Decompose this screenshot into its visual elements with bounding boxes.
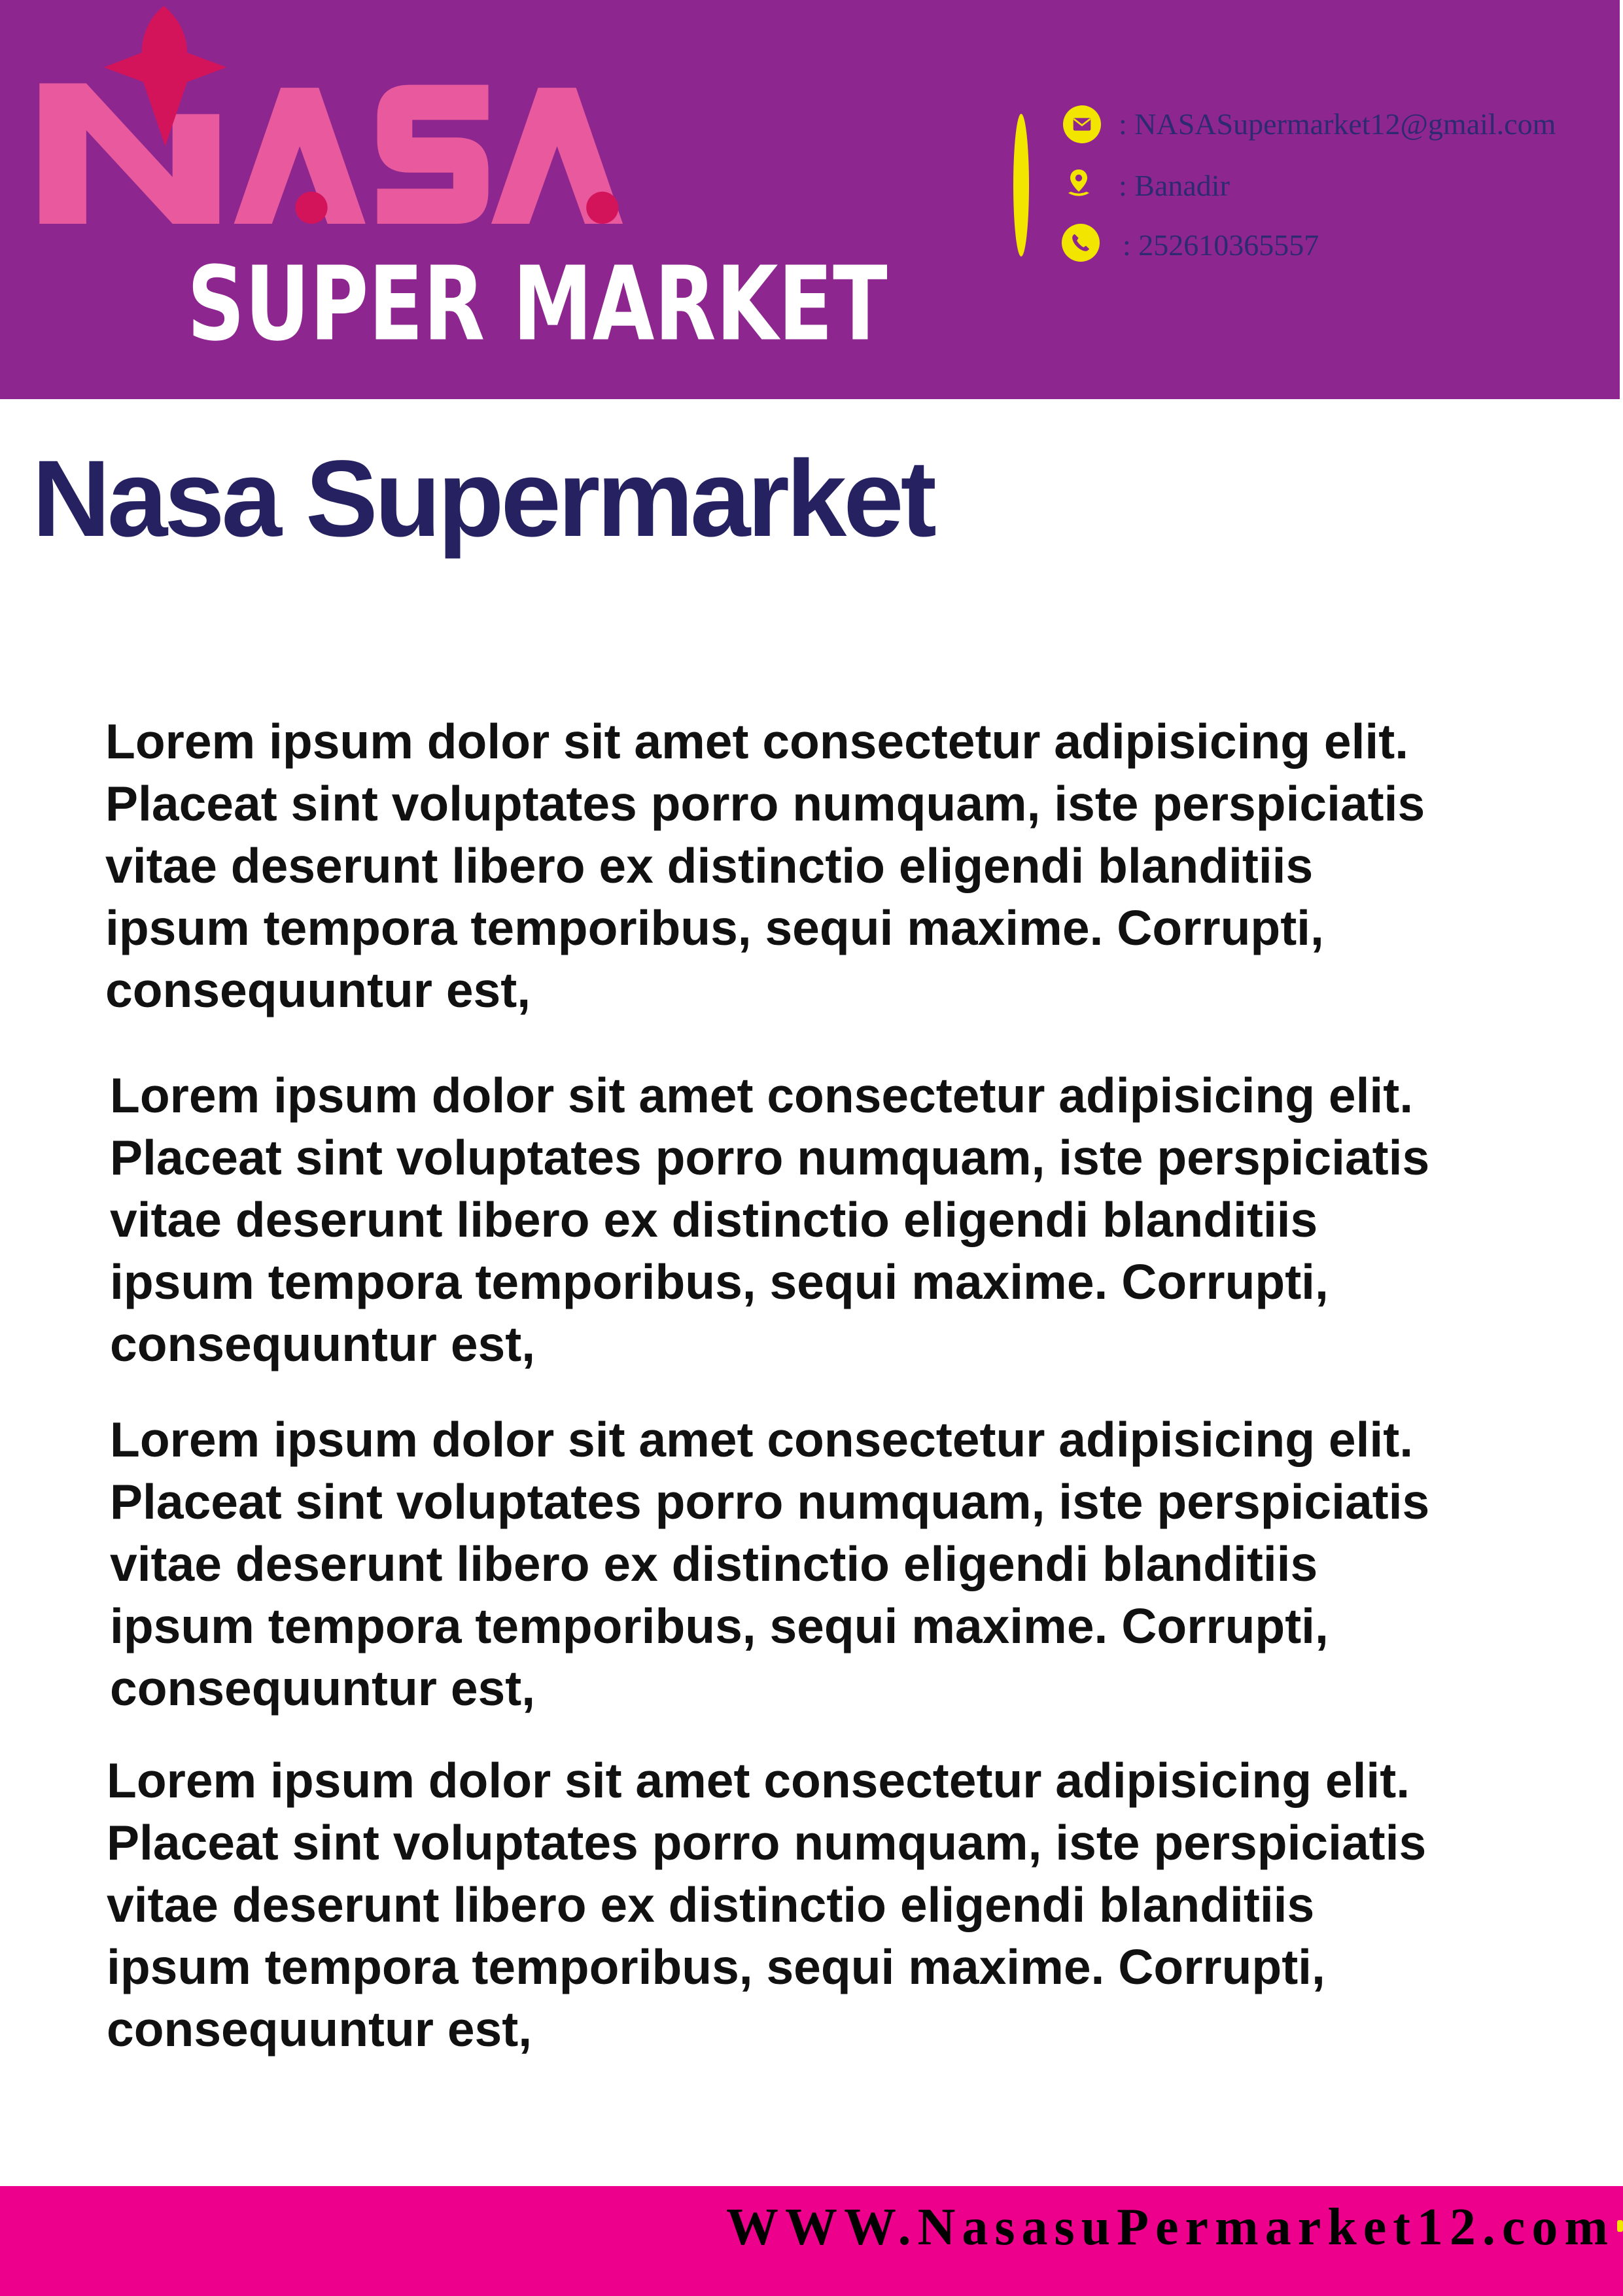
footer-accent-mark [1617, 2220, 1623, 2232]
paragraph-line: Lorem ipsum dolor sit amet consectetur a… [110, 1412, 1414, 1467]
logo-letter-n [39, 83, 220, 224]
paragraph-line: vitae deserunt libero ex distinctio elig… [110, 1192, 1318, 1247]
logo-letter-a [234, 88, 366, 224]
paragraph-1: Lorem ipsum dolor sit amet consectetur a… [105, 711, 1425, 1021]
paragraph-line: consequuntur est, [107, 2002, 532, 2057]
envelope-icon [1063, 105, 1101, 143]
paragraph-line: Placeat sint voluptates porro numquam, i… [107, 1815, 1427, 1870]
paragraph-line: ipsum tempora temporibus, sequi maxime. … [105, 900, 1324, 955]
paragraph-line: vitae deserunt libero ex distinctio elig… [107, 1877, 1315, 1932]
paragraph-line: vitae deserunt libero ex distinctio elig… [105, 838, 1314, 893]
phone-icon [1062, 224, 1100, 262]
footer-band: WWW.NasasuPermarket12.com [0, 2186, 1623, 2296]
paragraph-line: Lorem ipsum dolor sit amet consectetur a… [110, 1068, 1414, 1123]
paragraph-3: Lorem ipsum dolor sit amet consectetur a… [110, 1409, 1429, 1720]
contact-location: : Banadir [1119, 169, 1230, 202]
paragraph-line: ipsum tempora temporibus, sequi maxime. … [107, 1939, 1325, 1994]
logo-mark: SUPER MARKET [39, 5, 888, 364]
contact-divider [1013, 114, 1029, 256]
logo-rocket [103, 5, 227, 147]
paragraph-line: Placeat sint voluptates porro numquam, i… [110, 1474, 1430, 1529]
paragraph-line: Placeat sint voluptates porro numquam, i… [105, 776, 1425, 831]
logo: SUPER MARKET [0, 0, 916, 399]
footer-website: WWW.NasasuPermarket12.com [725, 2199, 1614, 2256]
paragraph-line: ipsum tempora temporibus, sequi maxime. … [110, 1254, 1329, 1309]
paragraph-4: Lorem ipsum dolor sit amet consectetur a… [107, 1750, 1426, 2060]
paragraph-line: vitae deserunt libero ex distinctio elig… [110, 1536, 1318, 1591]
logo-dot [586, 191, 619, 224]
paragraph-line: Lorem ipsum dolor sit amet consectetur a… [107, 1753, 1410, 1808]
paragraph-2: Lorem ipsum dolor sit amet consectetur a… [110, 1065, 1429, 1375]
logo-letter-a-second [491, 88, 623, 224]
logo-tagline: SUPER MARKET [187, 245, 888, 364]
paragraph-line: ipsum tempora temporibus, sequi maxime. … [110, 1598, 1329, 1653]
contact-email: : NASASupermarket12@gmail.com [1119, 107, 1556, 141]
logo-dot [295, 191, 328, 224]
location-pin-icon [1068, 169, 1089, 196]
header-band: SUPER MARKET : NASASupermarket12@gmail.c… [0, 0, 1620, 399]
paragraph-line: Lorem ipsum dolor sit amet consectetur a… [105, 714, 1409, 769]
paragraph-line: consequuntur est, [105, 963, 531, 1017]
contact-phone: : 252610365557 [1123, 228, 1319, 262]
logo-wordmark [39, 83, 623, 224]
paragraph-line: Placeat sint voluptates porro numquam, i… [110, 1130, 1430, 1185]
logo-letter-s [377, 84, 489, 224]
paragraph-line: consequuntur est, [110, 1316, 536, 1371]
paragraph-line: consequuntur est, [110, 1661, 536, 1716]
page-title: Nasa Supermarket [32, 438, 937, 559]
